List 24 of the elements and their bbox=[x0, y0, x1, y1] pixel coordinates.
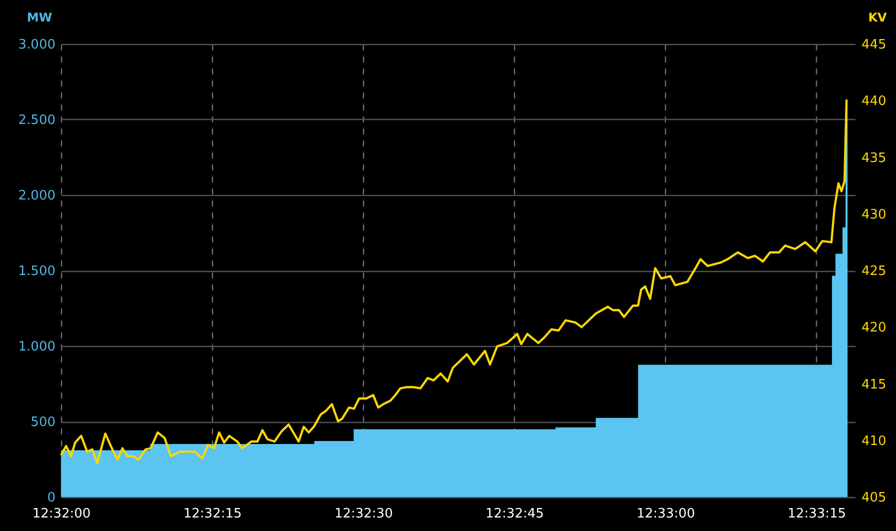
y2-tick-label: 415 bbox=[862, 377, 886, 392]
y2-tick-label: 420 bbox=[862, 320, 886, 336]
y2-tick-label: 425 bbox=[862, 264, 886, 279]
y-tick-label: 500 bbox=[30, 415, 56, 430]
y-tick-label: 1.000 bbox=[18, 340, 56, 354]
y2-tick-label: 410 bbox=[862, 434, 886, 449]
y2-tick-label: 440 bbox=[862, 94, 886, 110]
x-tick-label: 12:32:30 bbox=[334, 506, 393, 522]
y-tick-label: 1.500 bbox=[18, 264, 56, 279]
x-tick-label: 12:32:45 bbox=[486, 506, 544, 522]
y-tick-label: 3.000 bbox=[18, 38, 56, 52]
x-tick-label: 12:33:15 bbox=[788, 506, 846, 522]
y2-tick-label: 435 bbox=[862, 150, 886, 166]
y-tick-label: 2.000 bbox=[18, 188, 56, 204]
x-tick-label: 12:33:00 bbox=[636, 506, 695, 522]
x-tick-label: 12:32:00 bbox=[32, 506, 91, 522]
y2-tick-label: 405 bbox=[862, 490, 886, 506]
y-axis-title: MW bbox=[26, 10, 52, 24]
y2-tick-label: 445 bbox=[862, 38, 886, 52]
y2-axis-title: KV bbox=[868, 10, 888, 24]
y2-tick-label: 430 bbox=[862, 207, 886, 222]
y-tick-label: 2.500 bbox=[18, 113, 56, 128]
x-tick-label: 12:32:15 bbox=[183, 506, 242, 522]
y-tick-label: 0 bbox=[47, 490, 56, 506]
